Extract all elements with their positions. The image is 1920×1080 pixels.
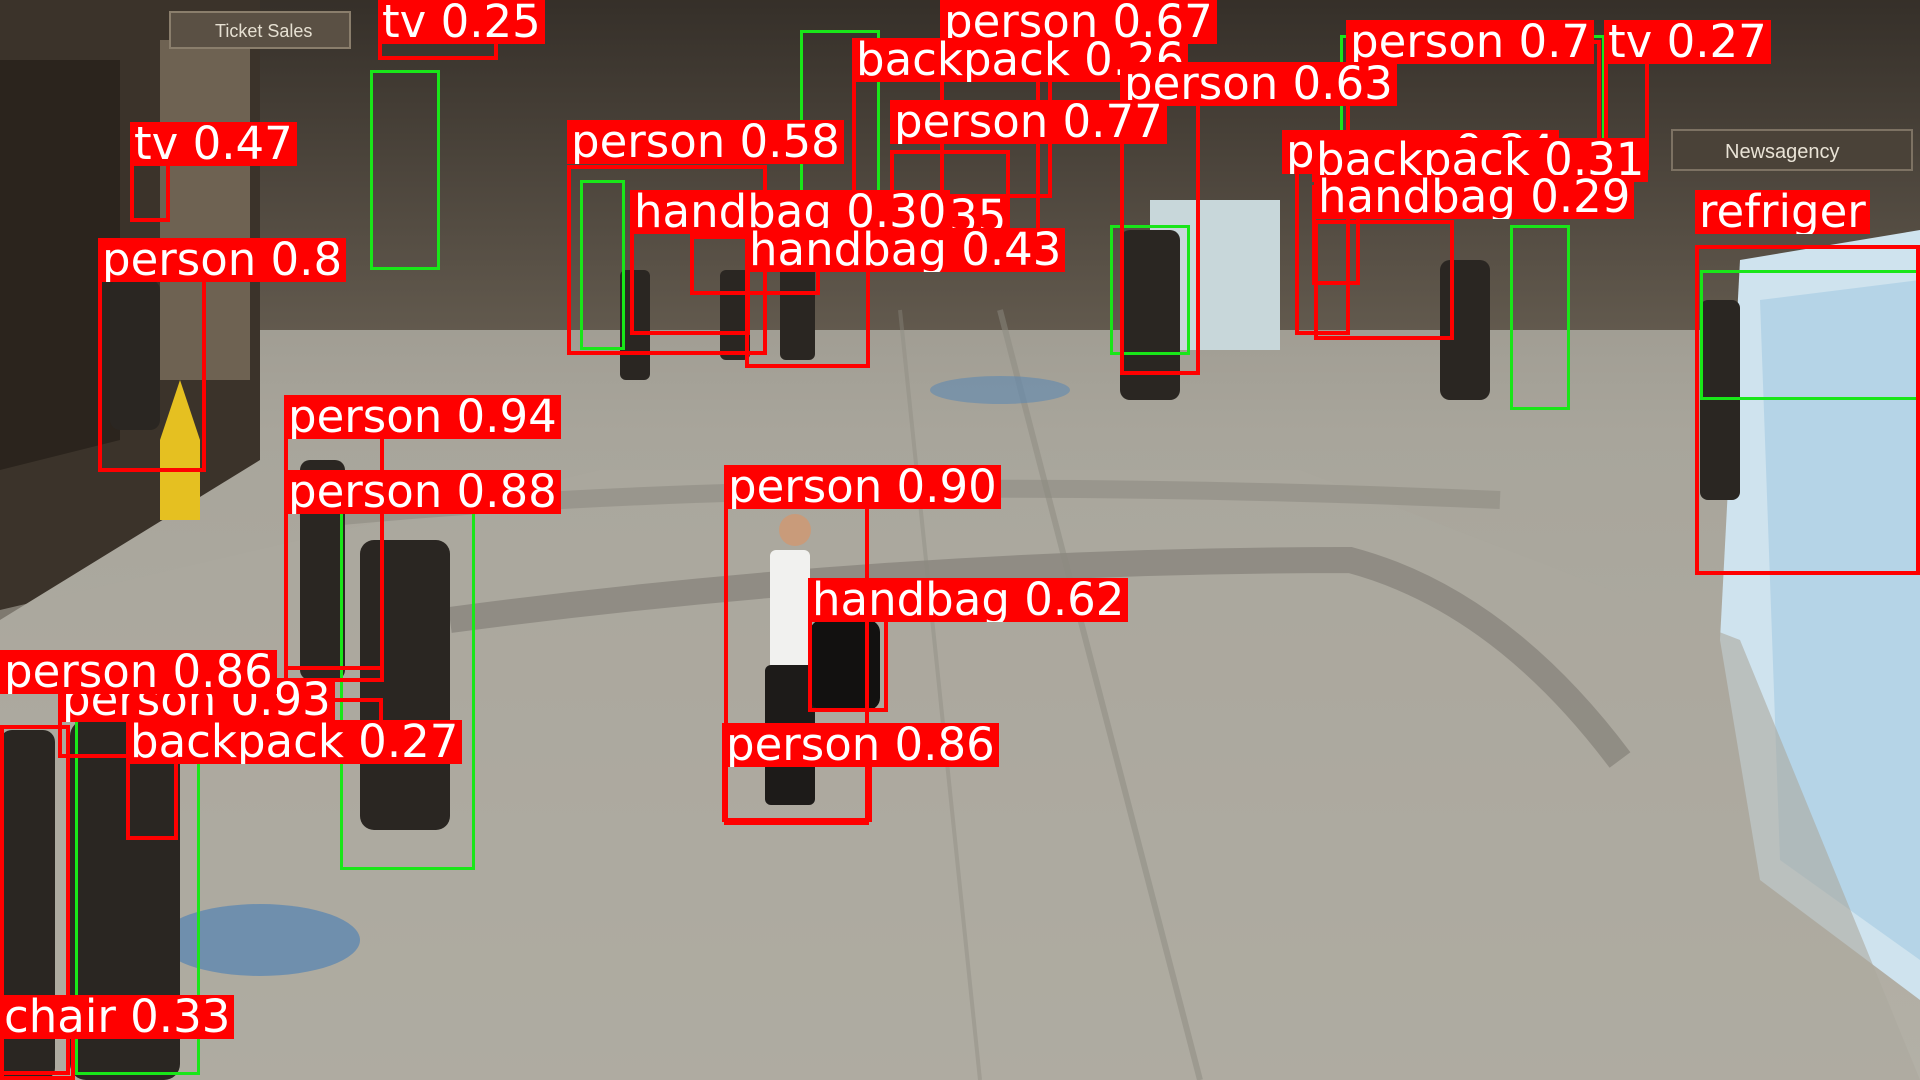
newsagency-sign-text: Newsagency	[1725, 141, 1840, 163]
detection-box	[130, 160, 170, 222]
detection-label: tv 0.47	[130, 122, 297, 166]
detection-box	[630, 225, 750, 335]
ground-truth-box	[580, 180, 625, 350]
newsagency-sign	[1671, 129, 1913, 171]
detection-label: person 0.8	[98, 238, 347, 282]
detection-label: person 0.63	[1120, 62, 1397, 106]
detection-label: person 0.94	[284, 395, 561, 439]
detection-label: person 0.77	[890, 100, 1167, 144]
detection-label: backpack 0.31	[1312, 138, 1649, 182]
detection-label: refriger	[1695, 190, 1870, 234]
detection-label: handbag 0.29	[1314, 175, 1635, 219]
ground-truth-box	[370, 70, 440, 270]
detection-box	[808, 612, 888, 712]
detection-label: person 0.7	[1346, 20, 1595, 64]
detection-box	[0, 725, 70, 1075]
detection-label: person 0.67	[940, 0, 1217, 44]
ground-truth-box	[1110, 225, 1190, 355]
ticket-sales-sign	[169, 11, 351, 49]
detection-label: person 0.58	[567, 120, 844, 164]
detection-label: person 0.86	[722, 723, 999, 767]
detection-label: tv 0.27	[1604, 20, 1771, 64]
detection-box	[126, 760, 178, 840]
detection-label: backpack 0.27	[126, 720, 463, 764]
detection-label: chair 0.33	[0, 995, 235, 1039]
detection-label: handbag 0.62	[808, 578, 1129, 622]
detection-label: person 0.86	[0, 650, 277, 694]
detection-label: backpack 0.26	[852, 38, 1189, 82]
detection-box	[745, 258, 870, 368]
detection-label: person 0.90	[724, 465, 1001, 509]
ticket-sales-sign-text: Ticket Sales	[215, 21, 312, 41]
detection-label: handbag 0.30	[630, 190, 951, 234]
detection-label: tv 0.25	[378, 0, 545, 44]
ground-truth-box	[1510, 225, 1570, 410]
detection-box	[1695, 245, 1920, 575]
detection-label: handbag 0.43	[745, 228, 1066, 272]
detection-box	[1314, 220, 1454, 340]
detection-box	[98, 272, 206, 472]
detection-label: person 0.88	[284, 470, 561, 514]
